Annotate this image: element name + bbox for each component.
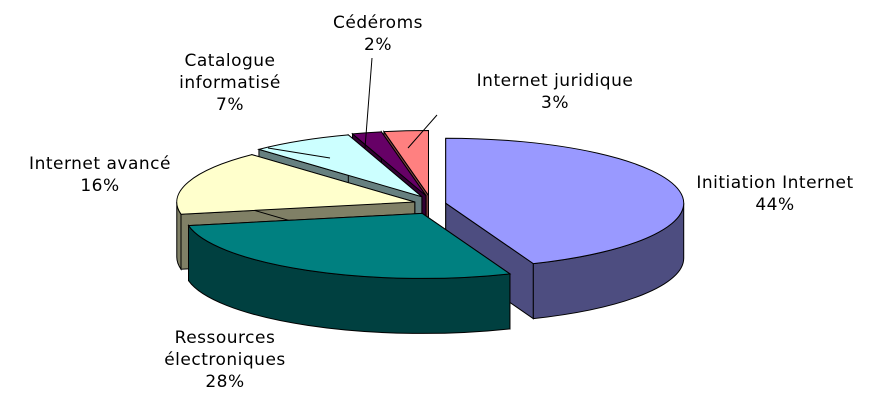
value-label: 7%	[216, 95, 244, 115]
slice-label: Initiation Internet 44%	[696, 172, 853, 216]
slice-label: Catalogue informatisé 7%	[170, 50, 290, 116]
category-name: Catalogue informatisé	[179, 51, 281, 93]
slice	[187, 212, 512, 279]
slice-label: Cédéroms 2%	[333, 12, 423, 56]
slice-label: Ressources électroniques 28%	[145, 327, 305, 393]
category-name: Internet juridique	[476, 71, 634, 91]
slice	[382, 129, 429, 198]
leader-line	[267, 147, 331, 159]
slice	[176, 154, 415, 215]
leader-line	[364, 57, 373, 149]
leader-line	[407, 114, 438, 149]
category-name: Initiation Internet	[696, 173, 854, 193]
slice	[445, 137, 685, 265]
category-name: Ressources électroniques	[164, 328, 286, 370]
category-name: Internet avancé	[29, 154, 171, 174]
slice-label: Internet juridique 3%	[477, 70, 634, 114]
value-label: 16%	[80, 176, 120, 196]
slice	[351, 131, 427, 197]
value-label: 44%	[755, 195, 795, 215]
value-label: 3%	[541, 93, 569, 113]
slice	[257, 134, 423, 198]
value-label: 2%	[364, 35, 392, 55]
category-name: Cédéroms	[332, 13, 424, 33]
slice-label: Internet avancé 16%	[29, 153, 171, 197]
value-label: 28%	[205, 372, 245, 392]
